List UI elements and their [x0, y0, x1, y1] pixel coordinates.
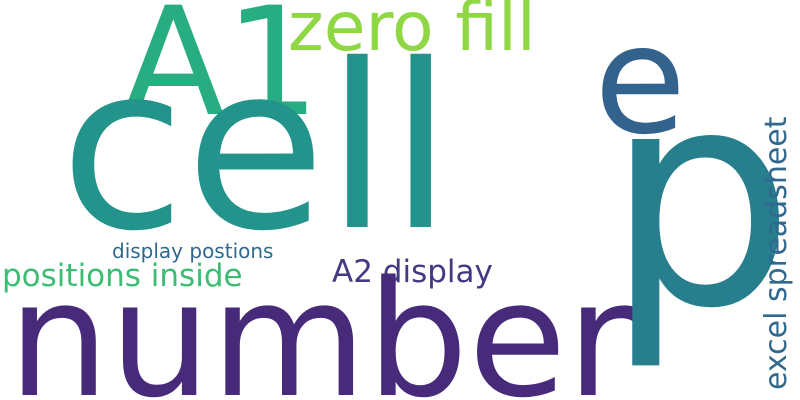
- word-zero-fill: zero fill: [288, 0, 536, 67]
- word-e: e: [594, 0, 687, 168]
- word-number: number: [8, 246, 633, 400]
- word-a1: A1: [122, 0, 321, 150]
- word-cell: cell: [60, 15, 453, 281]
- word-p: p: [605, 25, 796, 374]
- word-excel-spreadsheet: excel spreadsheet: [759, 116, 794, 390]
- word-display-postions: display postions: [112, 239, 274, 263]
- word-a2-display: A2 display: [332, 254, 493, 290]
- word-positions-inside: positions inside: [2, 258, 243, 294]
